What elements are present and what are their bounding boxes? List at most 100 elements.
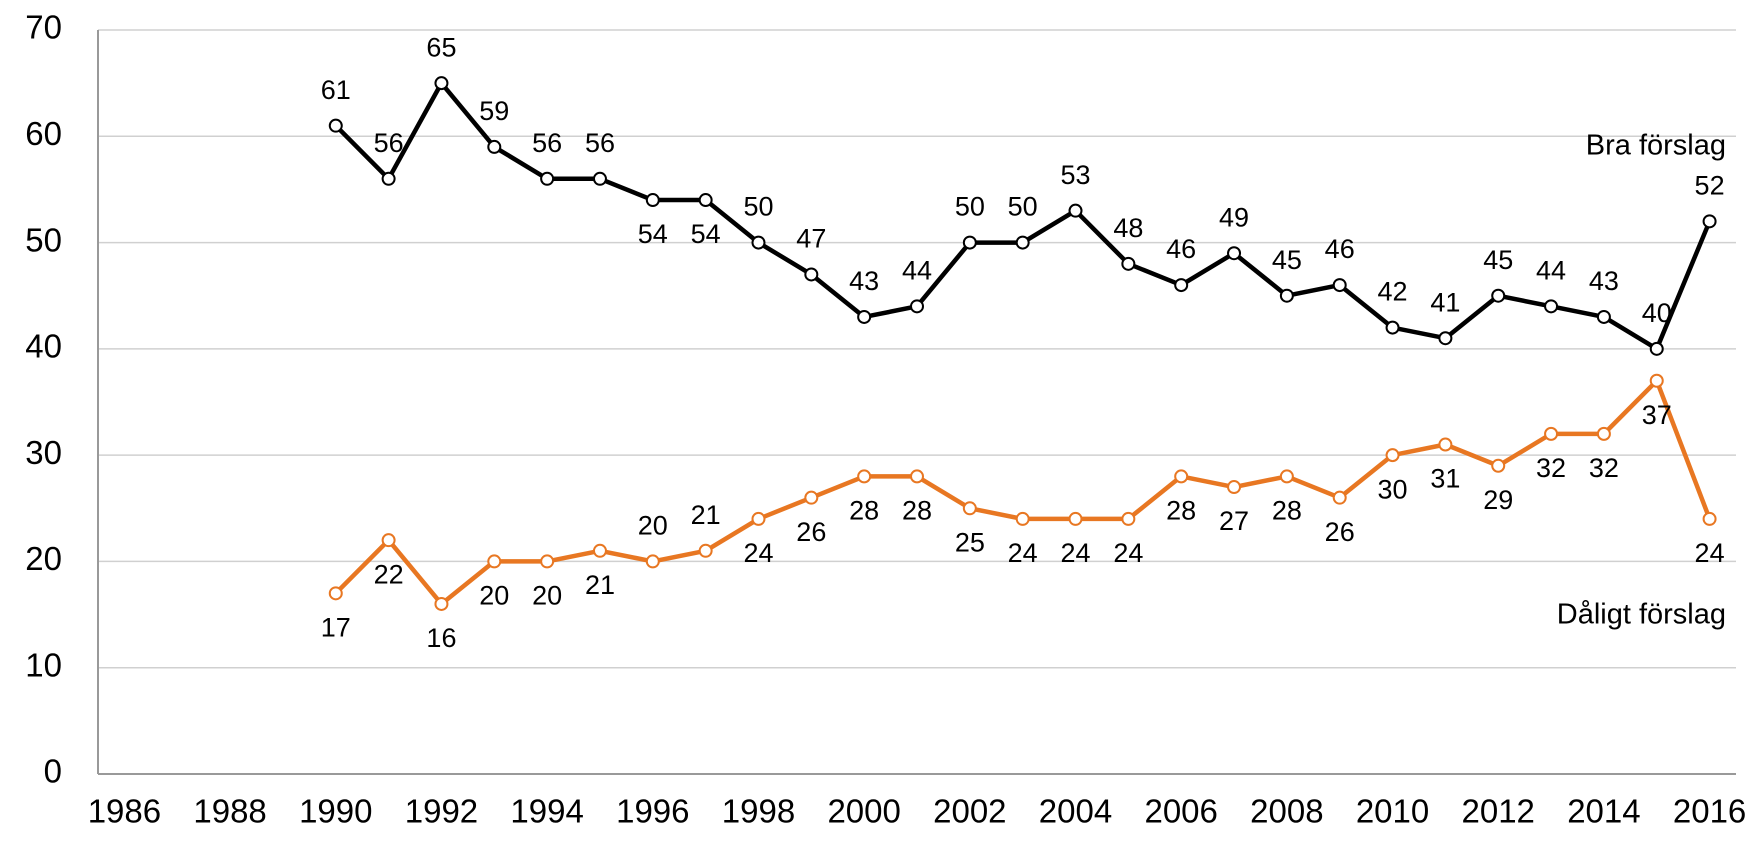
data-point <box>487 554 502 569</box>
data-label: 26 <box>1325 517 1355 547</box>
data-point <box>1702 214 1717 229</box>
data-label: 21 <box>585 570 615 600</box>
data-point <box>962 235 977 250</box>
legend-label: Dåligt förslag <box>1557 599 1726 631</box>
data-point <box>645 193 660 208</box>
data-point <box>487 139 502 154</box>
x-tick-label: 1998 <box>722 793 795 830</box>
data-label: 28 <box>1272 496 1302 526</box>
data-point <box>434 596 449 611</box>
data-point <box>540 171 555 186</box>
data-point <box>962 501 977 516</box>
x-tick-label: 2016 <box>1673 793 1746 830</box>
data-point <box>1227 246 1242 261</box>
data-label: 44 <box>1536 255 1566 285</box>
data-label: 56 <box>532 128 562 158</box>
data-point <box>1649 341 1664 356</box>
data-label: 44 <box>902 255 932 285</box>
y-tick-label: 20 <box>25 540 62 577</box>
data-label: 27 <box>1219 506 1249 536</box>
data-label: 20 <box>532 581 562 611</box>
data-label: 59 <box>479 96 509 126</box>
data-label: 24 <box>1060 538 1090 568</box>
data-point <box>1385 320 1400 335</box>
data-label: 28 <box>902 496 932 526</box>
data-point <box>910 299 924 314</box>
x-tick-label: 2010 <box>1356 793 1429 830</box>
x-tick-label: 2004 <box>1039 793 1112 830</box>
data-label: 37 <box>1642 400 1672 430</box>
data-label: 42 <box>1378 277 1408 307</box>
data-point <box>1068 511 1083 526</box>
data-label: 43 <box>849 266 879 296</box>
data-point <box>540 554 555 569</box>
x-tick-label: 2008 <box>1250 793 1323 830</box>
data-point <box>1227 480 1242 495</box>
data-point <box>1438 437 1453 452</box>
y-tick-label: 60 <box>25 115 62 152</box>
data-point <box>645 554 660 569</box>
x-tick-label: 1990 <box>299 793 372 830</box>
data-label: 54 <box>691 219 721 249</box>
data-point <box>1279 469 1294 484</box>
data-label: 48 <box>1113 213 1143 243</box>
data-label: 45 <box>1272 245 1302 275</box>
data-label: 52 <box>1695 170 1725 200</box>
y-tick-label: 40 <box>25 328 62 365</box>
data-point <box>1332 278 1347 293</box>
data-point <box>381 171 396 186</box>
data-label: 65 <box>426 32 456 62</box>
data-point <box>1015 511 1030 526</box>
data-point <box>1015 235 1030 250</box>
data-point <box>1174 278 1189 293</box>
data-point <box>1174 469 1189 484</box>
y-tick-label: 30 <box>25 434 62 471</box>
data-point <box>751 511 766 526</box>
data-point <box>1596 309 1611 324</box>
data-label: 17 <box>321 612 351 642</box>
data-label: 45 <box>1483 245 1513 275</box>
data-label: 56 <box>374 128 404 158</box>
data-label: 21 <box>691 500 721 530</box>
x-tick-label: 2014 <box>1567 793 1640 830</box>
data-label: 40 <box>1642 298 1672 328</box>
y-tick-label: 10 <box>25 646 62 683</box>
data-label: 50 <box>1008 192 1038 222</box>
data-point <box>857 469 872 484</box>
data-point <box>434 76 449 91</box>
data-label: 22 <box>374 559 404 589</box>
data-point <box>698 193 713 208</box>
data-point <box>1332 490 1347 505</box>
data-label: 43 <box>1589 266 1619 296</box>
data-label: 16 <box>426 623 456 653</box>
data-label: 47 <box>796 224 826 254</box>
y-tick-label: 50 <box>25 221 62 258</box>
y-tick-label: 0 <box>44 753 62 790</box>
data-label: 56 <box>585 128 615 158</box>
data-point <box>698 543 713 558</box>
data-point <box>1544 426 1559 441</box>
x-tick-label: 2012 <box>1462 793 1535 830</box>
data-point <box>857 309 872 324</box>
data-point <box>381 533 396 548</box>
data-label: 28 <box>849 496 879 526</box>
data-label: 50 <box>743 192 773 222</box>
data-label: 32 <box>1589 453 1619 483</box>
x-tick-label: 1994 <box>510 793 583 830</box>
x-tick-label: 2000 <box>827 793 900 830</box>
data-label: 31 <box>1430 464 1460 494</box>
data-point <box>592 543 607 558</box>
data-label: 25 <box>955 527 985 557</box>
data-label: 50 <box>955 192 985 222</box>
data-label: 53 <box>1060 160 1090 190</box>
data-label: 41 <box>1430 287 1460 317</box>
data-label: 29 <box>1483 485 1513 515</box>
x-tick-label: 1996 <box>616 793 689 830</box>
x-tick-label: 1986 <box>88 793 161 830</box>
data-point <box>1121 256 1136 271</box>
data-point <box>1385 448 1400 463</box>
data-point <box>1121 511 1136 526</box>
data-point <box>1279 288 1294 303</box>
data-label: 46 <box>1166 234 1196 264</box>
